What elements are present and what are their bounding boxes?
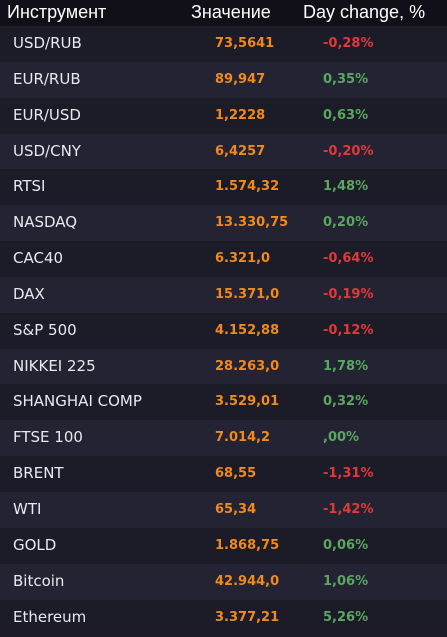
instrument-name: FTSE 100 — [13, 428, 83, 447]
instrument-name: NASDAQ — [13, 213, 78, 232]
value-column-header: Значение — [191, 2, 271, 22]
instrument-value: 65,34 — [215, 501, 257, 517]
instrument-value: 68,55 — [215, 466, 257, 482]
day-change-value: -0,19% — [323, 286, 374, 302]
instrument-value: 1.574,32 — [215, 179, 280, 195]
instrument-value: 73,5641 — [215, 36, 275, 51]
instrument-name: CAC40 — [13, 249, 64, 268]
instrument-value: 1,2228 — [215, 107, 266, 123]
quotes-list: USD/RUB 73,5641 -0,28% EUR/RUB 89,947 0,35% EU… — [0, 26, 447, 636]
instrument-name: SHANGHAI COMP — [13, 392, 142, 411]
instrument-name: Ethereum — [13, 607, 87, 626]
day-change-value: -1,42% — [323, 501, 374, 517]
day-change-column-header: Day change, % — [303, 2, 426, 22]
instrument-value: 7.014,2 — [215, 430, 271, 446]
instrument-value: 3.377,21 — [215, 609, 280, 625]
instrument-column-header: Инструмент — [7, 2, 107, 22]
table-row[interactable]: USD/CNY 6,4257 -0,20% — [0, 133, 447, 170]
day-change-value: 0,63% — [323, 107, 369, 123]
instrument-value: 42.944,0 — [215, 573, 280, 589]
day-change-value: 0,35% — [323, 71, 369, 87]
table-row[interactable]: S&P 500 4.152,88 -0,12% — [0, 312, 447, 349]
table-row[interactable]: EUR/RUB 89,947 0,35% — [0, 61, 447, 98]
instrument-value: 1.868,75 — [215, 537, 280, 553]
table-row[interactable]: Bitcoin 42.944,0 1,06% — [0, 563, 447, 600]
instrument-name: BRENT — [13, 464, 64, 483]
instrument-value: 13.330,75 — [215, 215, 289, 231]
instrument-name: GOLD — [13, 535, 57, 554]
table-row[interactable]: GOLD 1.868,75 0,06% — [0, 527, 447, 564]
table-row[interactable]: DAX 15.371,0 -0,19% — [0, 276, 447, 313]
table-row[interactable]: USD/RUB 73,5641 -0,28% — [0, 26, 447, 62]
day-change-value: 1,78% — [323, 358, 369, 374]
table-row[interactable]: EUR/USD 1,2228 0,63% — [0, 97, 447, 134]
table-row[interactable]: NASDAQ 13.330,75 0,20% — [0, 205, 447, 242]
table-row[interactable]: WTI 65,34 -1,42% — [0, 491, 447, 528]
day-change-value: -0,28% — [323, 36, 374, 51]
day-change-value: 0,20% — [323, 215, 369, 231]
instrument-value: 6,4257 — [215, 143, 266, 159]
instrument-name: EUR/USD — [13, 105, 81, 124]
day-change-value: 0,32% — [323, 394, 369, 410]
instrument-name: S&P 500 — [13, 320, 77, 339]
instrument-name: DAX — [13, 284, 45, 303]
day-change-value: -0,64% — [323, 251, 374, 267]
instrument-value: 4.152,88 — [215, 322, 280, 338]
table-row[interactable]: RTSI 1.574,32 1,48% — [0, 169, 447, 206]
day-change-value: 0,06% — [323, 537, 369, 553]
instrument-name: Bitcoin — [13, 571, 65, 590]
instrument-name: NIKKEI 225 — [13, 356, 96, 375]
instrument-name: USD/CNY — [13, 141, 81, 160]
instrument-name: RTSI — [13, 177, 46, 196]
table-row[interactable]: NIKKEI 225 28.263,0 1,78% — [0, 348, 447, 385]
day-change-value: 1,06% — [323, 573, 369, 589]
table-row[interactable]: BRENT 68,55 -1,31% — [0, 456, 447, 492]
day-change-value: 5,26% — [323, 609, 369, 625]
day-change-value: ,00% — [323, 430, 360, 446]
instrument-name: EUR/RUB — [13, 69, 81, 88]
instrument-value: 15.371,0 — [215, 286, 280, 302]
day-change-value: -1,31% — [323, 466, 374, 482]
day-change-value: -0,12% — [323, 322, 374, 338]
instrument-value: 3.529,01 — [215, 394, 280, 410]
table-row[interactable]: SHANGHAI COMP 3.529,01 0,32% — [0, 384, 447, 421]
instrument-value: 28.263,0 — [215, 358, 280, 374]
day-change-value: 1,48% — [323, 179, 369, 195]
table-row[interactable]: Ethereum 3.377,21 5,26% — [0, 599, 447, 636]
table-row[interactable]: CAC40 6.321,0 -0,64% — [0, 241, 447, 277]
instrument-value: 6.321,0 — [215, 251, 271, 267]
table-header: Инструмент Значение Day change, % — [0, 0, 447, 27]
day-change-value: -0,20% — [323, 143, 374, 159]
instrument-name: USD/RUB — [13, 34, 82, 52]
instrument-value: 89,947 — [215, 71, 266, 87]
table-row[interactable]: FTSE 100 7.014,2 ,00% — [0, 420, 447, 457]
instrument-name: WTI — [13, 499, 42, 518]
